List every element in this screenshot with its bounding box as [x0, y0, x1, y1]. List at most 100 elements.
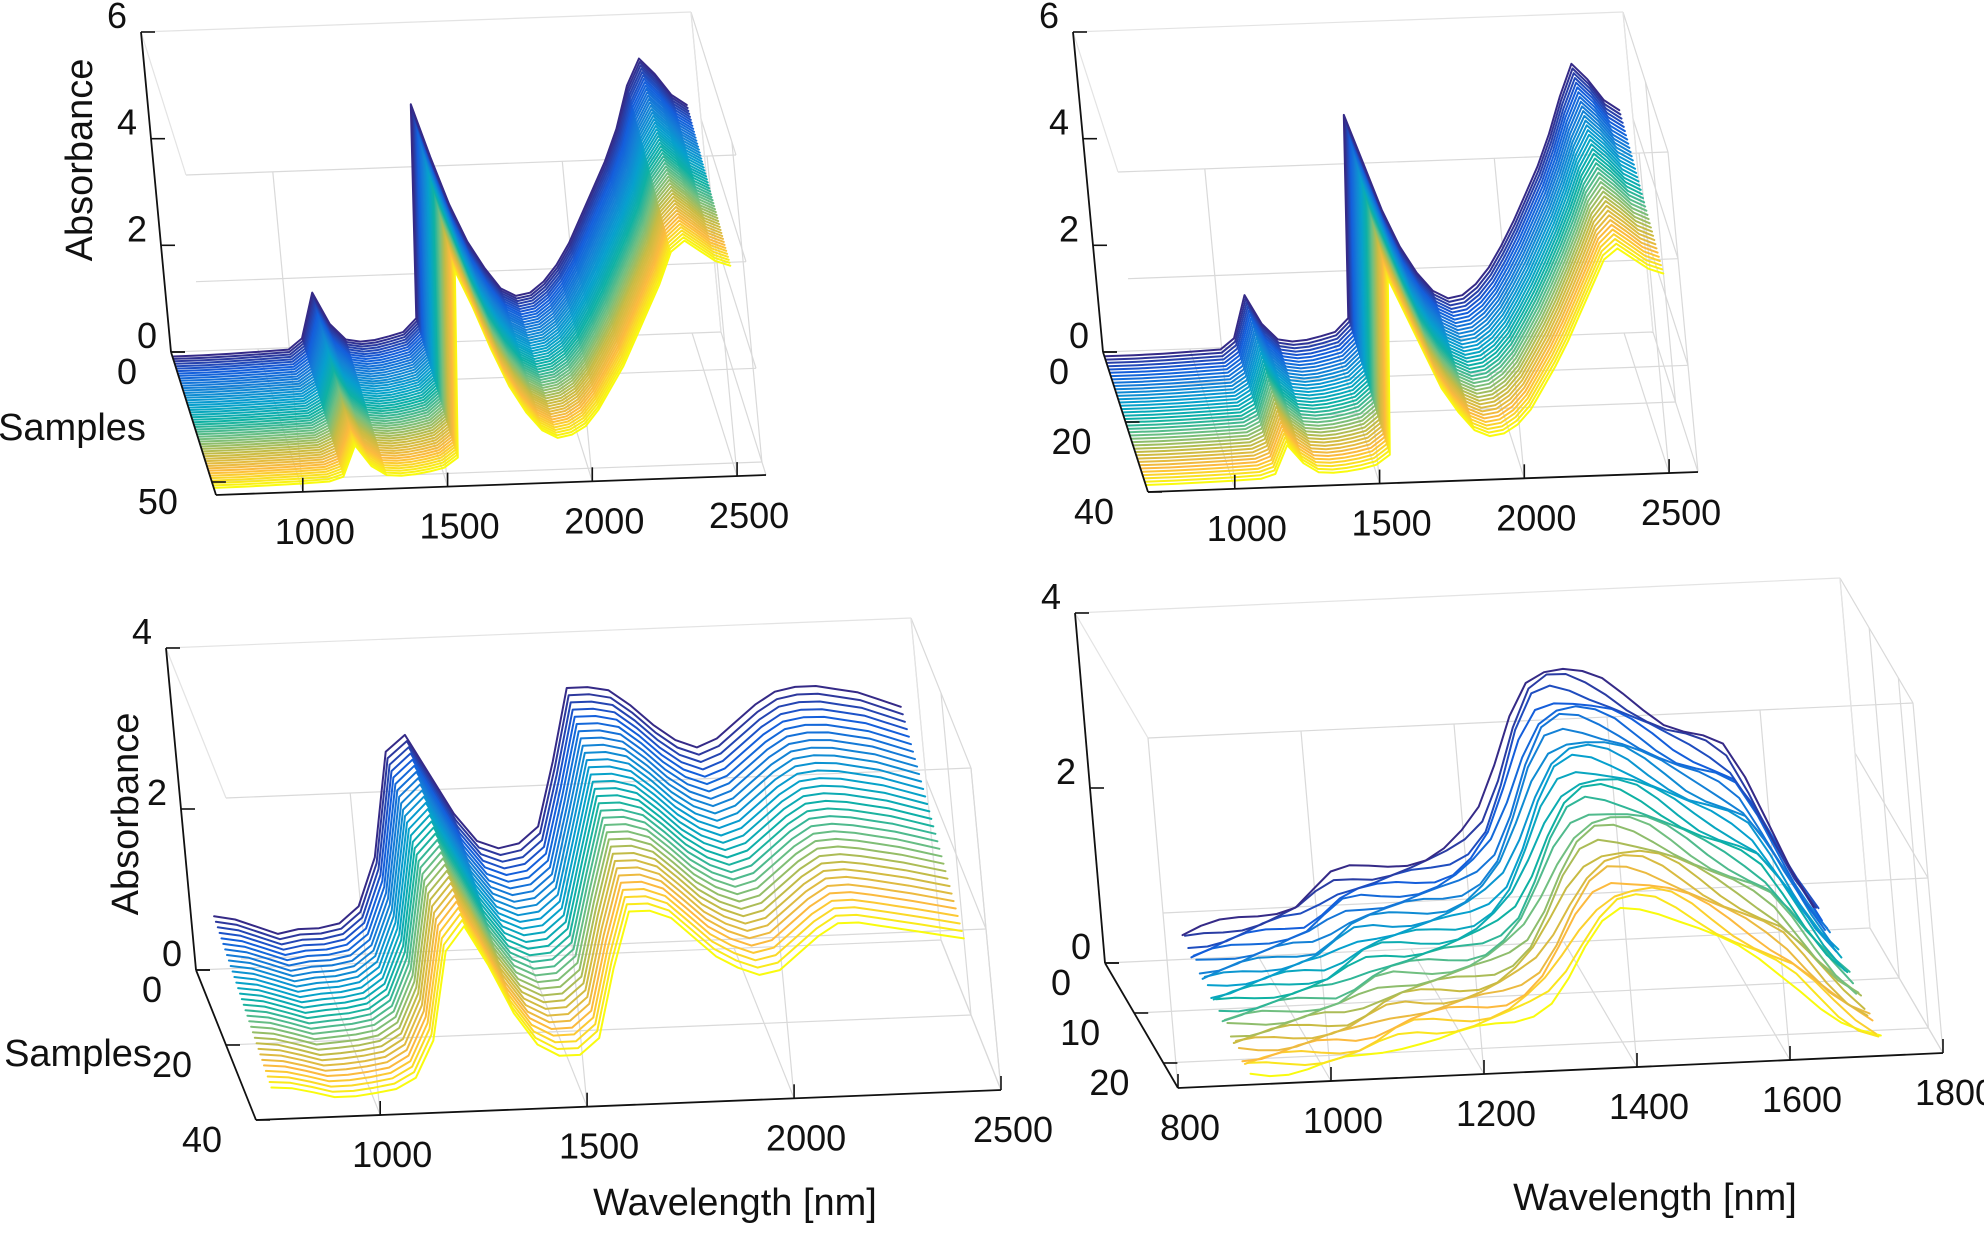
gridline-z-side — [1839, 577, 1914, 704]
gridline-z-back — [225, 767, 972, 799]
x-axis-line — [1147, 471, 1699, 493]
x-axis-title: Wavelength [nm] — [1513, 1177, 1797, 1219]
spectrum-curve — [1249, 906, 1882, 1078]
gridline-x-back — [1204, 168, 1236, 489]
y-tick-label: 40 — [182, 1119, 222, 1160]
x-tick-label: 2500 — [1641, 492, 1721, 533]
spectrum-curve — [216, 700, 906, 946]
spectrum-curve — [259, 866, 953, 1067]
x-tick-label: 1000 — [275, 511, 355, 552]
spectrum-curve — [224, 729, 914, 967]
box-edge-right-front — [690, 11, 722, 333]
x-tick-label: 2000 — [766, 1117, 846, 1158]
gridline-y-floor — [1163, 1027, 1929, 1064]
spectrum-curve — [218, 707, 908, 951]
gridline-y-floor — [1104, 927, 1871, 964]
z-tick-label: 6 — [107, 0, 127, 36]
gridline-y-side — [1667, 151, 1699, 473]
gridline-y-side — [970, 767, 1002, 1091]
z-tick-label: 4 — [1041, 576, 1061, 617]
spectrum-curve — [1243, 886, 1877, 1065]
spectrum-curve — [257, 859, 951, 1062]
y-tick-label: 0 — [1049, 351, 1069, 392]
spectrum-curve — [213, 685, 902, 935]
box-edge-right-front — [910, 617, 942, 941]
gridline-y-side — [1644, 81, 1677, 403]
spectrum-curve — [266, 895, 961, 1088]
spectrum-curve — [1235, 854, 1869, 1042]
gridline-y-floor — [1125, 401, 1676, 423]
spectrum-curve — [255, 852, 949, 1056]
gridline-x-floor — [1563, 941, 1638, 1068]
gridline-z-back — [1137, 364, 1689, 386]
spectrum-curve — [240, 794, 933, 1014]
x-axis-line — [1177, 1052, 1944, 1089]
box-edge-top-front — [165, 617, 912, 649]
spectrum-curve — [1190, 702, 1823, 959]
x-tick-label: 1200 — [1456, 1093, 1536, 1134]
z-tick-label: 4 — [132, 611, 152, 652]
box-edge-top-front — [140, 11, 692, 33]
spectrum-curve — [1198, 727, 1831, 975]
spectrum-curve — [220, 715, 910, 956]
spectrum-curve — [1181, 667, 1815, 937]
z-axis-title: Absorbance — [59, 59, 101, 262]
gridline-z-side — [720, 331, 767, 476]
box-edge-top-left — [140, 31, 187, 176]
spectrum-curve — [270, 909, 965, 1099]
spectrum-curve — [261, 873, 955, 1072]
z-tick-label: 0 — [137, 315, 157, 356]
spectrum-curve — [268, 902, 963, 1093]
gridline-x-floor — [691, 332, 738, 477]
y-tick-label: 20 — [152, 1044, 192, 1085]
gridline-y-side — [940, 692, 972, 1016]
y-tick-label: 0 — [142, 969, 162, 1010]
spectrum-curve — [250, 830, 943, 1041]
spectrum-curve — [1192, 705, 1826, 957]
spectrum-curve — [253, 844, 947, 1051]
y-tick-label: 0 — [1051, 962, 1071, 1003]
x-axis-line — [215, 474, 767, 496]
z-tick-label: 0 — [1071, 926, 1091, 967]
x-tick-label: 1600 — [1762, 1079, 1842, 1120]
gridline-z-side — [690, 11, 737, 156]
z-tick-label: 0 — [1069, 315, 1089, 356]
spectrum-curve — [239, 787, 931, 1009]
spectrum-curve — [237, 779, 929, 1004]
z-tick-label: 4 — [117, 102, 137, 143]
spectrum-curve — [1212, 778, 1846, 1001]
gridline-z-back — [205, 367, 757, 389]
spectrum-curve — [1241, 882, 1874, 1063]
spectrum-curve — [233, 765, 925, 993]
y-axis-line — [1104, 962, 1179, 1089]
box-edge-top-left — [165, 647, 227, 799]
spectrum-curve — [242, 801, 935, 1020]
z-axis-line — [140, 31, 172, 353]
gridline-z-side — [1854, 752, 1929, 879]
z-tick-label: 2 — [147, 772, 167, 813]
spectrum-curve — [248, 823, 941, 1035]
spectrum-curve — [263, 880, 957, 1077]
y-tick-label: 10 — [1060, 1012, 1100, 1053]
gridline-y-side — [1868, 627, 1900, 979]
z-tick-label: 6 — [1039, 0, 1059, 36]
x-tick-label: 1500 — [559, 1126, 639, 1167]
spectrum-curve — [214, 692, 904, 941]
spectrum-curve — [1223, 816, 1858, 1021]
box-edge-top-left — [1074, 612, 1149, 739]
spectrum-curve — [1229, 838, 1862, 1038]
y-tick-label: 20 — [1089, 1062, 1129, 1103]
spectrum-curve — [1195, 712, 1829, 961]
chart-panel-bottom-left: 1000 1500 2000 2500 0 20 40 0 2 4 Absorbance Sample… — [4, 611, 1053, 1224]
spectrum-curve — [231, 758, 923, 988]
gridline-y-side — [731, 141, 763, 463]
spectrum-curve — [251, 837, 945, 1046]
y-axis-title: Samples — [4, 1033, 152, 1075]
x-axis-title: Wavelength [nm] — [593, 1182, 877, 1224]
spectrum-curve — [235, 772, 927, 999]
spectrum-curve — [264, 888, 959, 1083]
z-axis-title: Absorbance — [105, 713, 147, 916]
